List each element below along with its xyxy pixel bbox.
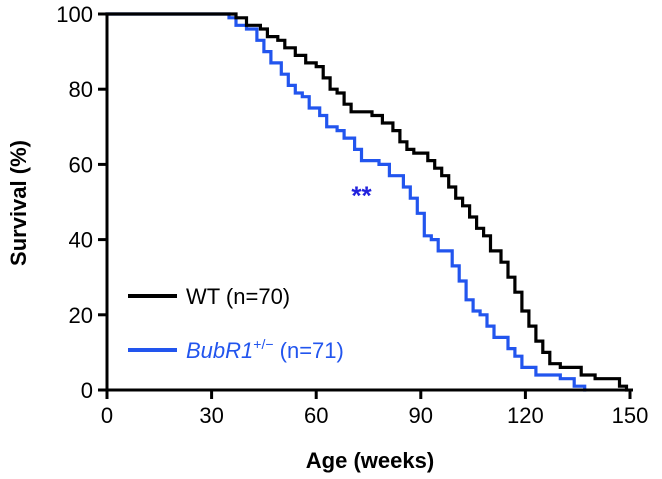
y-tick-label: 40: [69, 228, 93, 253]
y-tick-label: 0: [81, 378, 93, 403]
y-tick-label: 100: [56, 2, 93, 27]
y-ticks: 0 20 40 60 80 100: [56, 2, 107, 403]
legend-label-bubr1-genotype: +/−: [253, 336, 273, 352]
x-tick-label: 60: [304, 403, 328, 428]
x-tick-label: 30: [199, 403, 223, 428]
y-tick-label: 60: [69, 152, 93, 177]
y-tick-label: 20: [69, 303, 93, 328]
series-line-wt: [105, 12, 629, 392]
x-tick-label: 0: [101, 403, 113, 428]
legend-label-bubr1: BubR1+/− (n=71): [186, 336, 344, 363]
x-tick-label: 90: [409, 403, 433, 428]
axes: [105, 14, 633, 392]
x-axis-title: Age (weeks): [306, 448, 434, 473]
x-ticks: 0 30 60 90 120 150: [101, 390, 648, 428]
x-tick-label: 150: [612, 403, 649, 428]
legend-label-bubr1-n: (n=71): [274, 338, 344, 363]
y-axis-title: Survival (%): [6, 140, 31, 266]
plot-area: [105, 12, 629, 392]
legend-label-wt-name: WT: [186, 284, 220, 309]
legend: WT (n=70) BubR1+/− (n=71): [128, 284, 344, 363]
x-tick-label: 120: [507, 403, 544, 428]
significance-annotation: **: [351, 180, 372, 210]
legend-label-wt-n: (n=70): [220, 284, 290, 309]
legend-label-bubr1-gene: BubR1: [186, 338, 253, 363]
y-tick-label: 80: [69, 77, 93, 102]
series-line-bubr1: [105, 12, 587, 392]
legend-label-wt: WT (n=70): [186, 284, 290, 309]
